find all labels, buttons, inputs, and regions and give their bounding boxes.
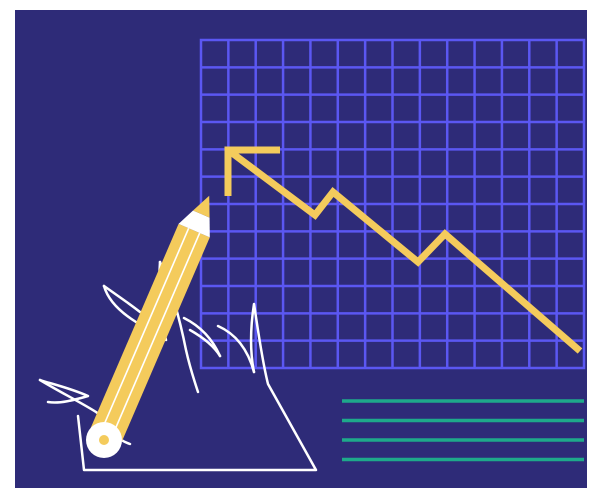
pencil-icon [86, 195, 210, 458]
hand-curl [38, 378, 90, 404]
arrow-icon [224, 146, 280, 196]
pencil-tip [193, 195, 210, 218]
hand-thumb-lower [102, 284, 138, 324]
trend-line [225, 147, 583, 354]
hand-knuckle-3 [216, 324, 256, 374]
hand-thumb-upper [102, 284, 142, 314]
text-lines [342, 399, 584, 462]
pencil-end-center [99, 435, 109, 445]
hand-knuckle-2 [188, 328, 222, 358]
pencil-stripe [111, 232, 201, 438]
pencil-stripe [100, 227, 190, 433]
pencil-collar [178, 210, 210, 238]
